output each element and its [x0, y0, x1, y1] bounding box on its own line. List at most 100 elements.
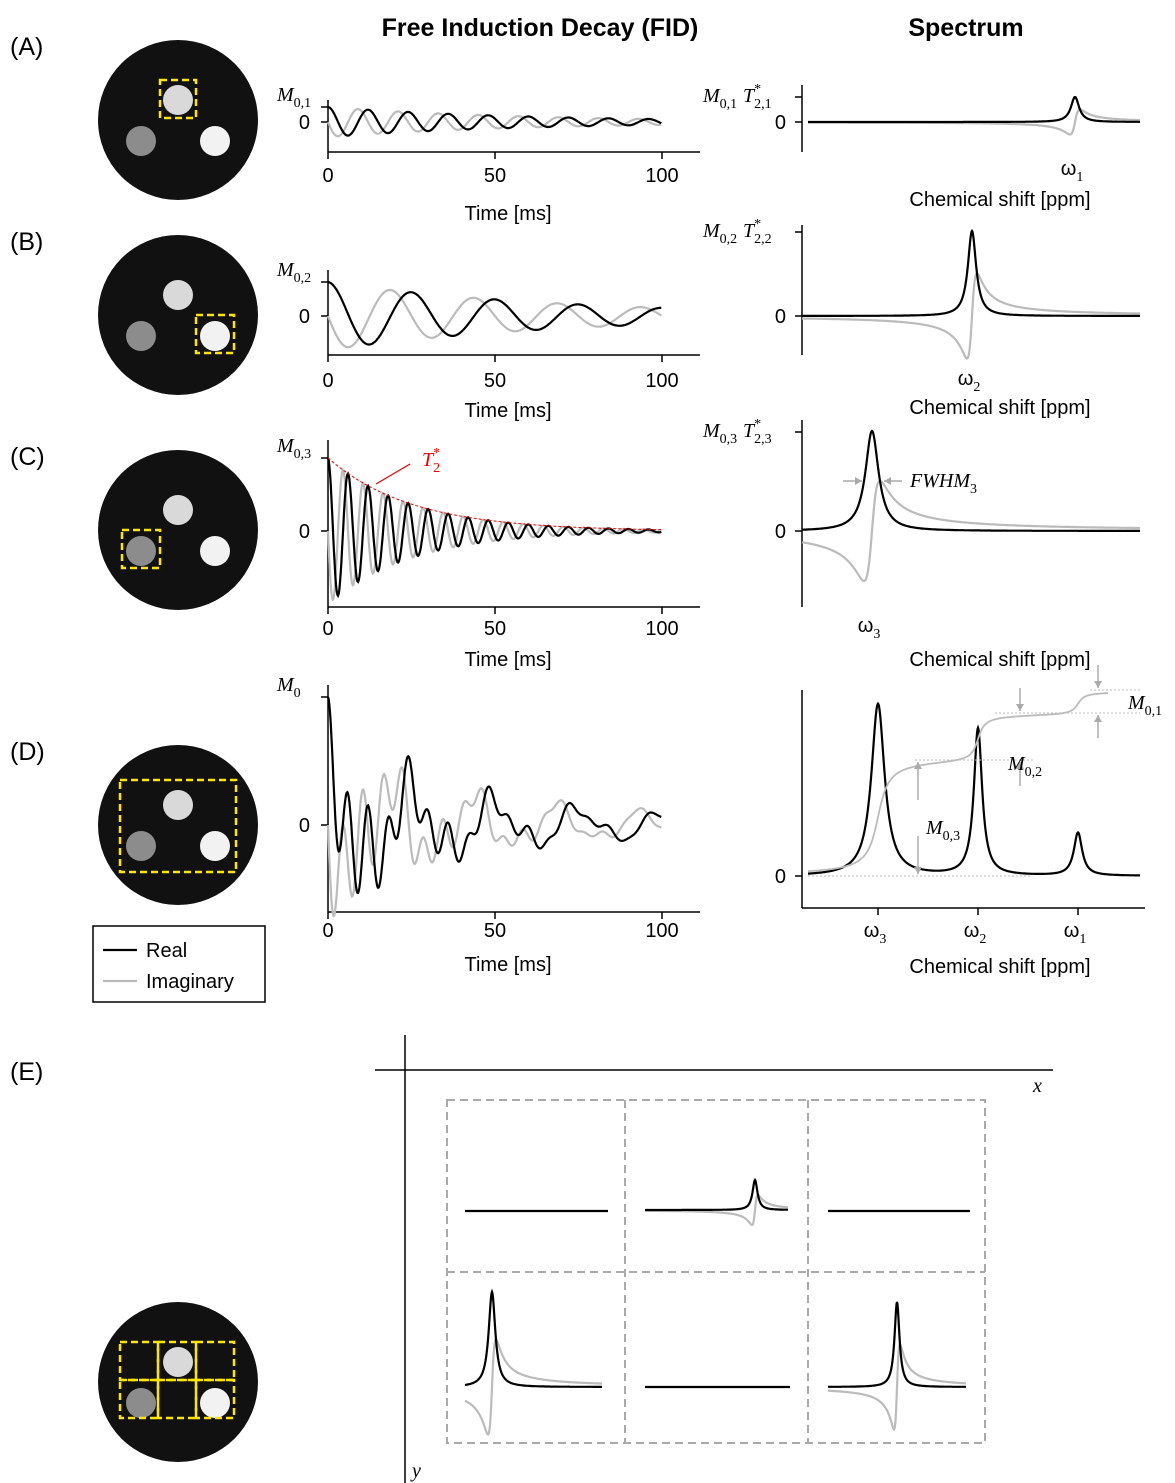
x-tick-label: 50 [484, 165, 506, 187]
voxel-spectrum-real [645, 1177, 789, 1212]
phantom-disc [163, 280, 193, 310]
label-sub: 0,3 [943, 829, 961, 844]
spectrum-imaginary [802, 272, 1140, 360]
voxel-spectrum-real [828, 1301, 966, 1388]
label-sub: 3 [879, 932, 886, 947]
label-main: M [276, 259, 295, 281]
peak-label: ω1 [1064, 920, 1087, 947]
y-tick-label: 0 [775, 521, 786, 543]
y-tick-label: 0 [775, 112, 786, 134]
label-sub: 2,1 [754, 97, 772, 112]
label-main: M [276, 84, 295, 106]
label-sub: 0,2 [720, 232, 738, 247]
phantom-disc [126, 126, 156, 156]
fid-imaginary [326, 766, 662, 918]
spectrum-real [808, 701, 1140, 877]
label-sup: * [754, 417, 761, 432]
legend-entry: Real [146, 940, 187, 962]
integral-curve [808, 692, 1108, 873]
decay-envelope [327, 457, 663, 531]
label-main: ω [1061, 158, 1077, 180]
label-main: FWHM [909, 470, 971, 492]
x-tick-label: 50 [484, 920, 506, 942]
x-axis-label: Time [ms] [464, 400, 551, 422]
y-tick-label: 0 [775, 306, 786, 328]
label-main: T [743, 420, 756, 442]
spectrum-title: Spectrum [908, 14, 1023, 42]
legend-entry: Imaginary [146, 971, 234, 993]
label-main: M [276, 674, 295, 696]
panel-label: (D) [10, 738, 45, 766]
spectrum-imaginary [801, 479, 1140, 583]
y-tick-label: 0 [299, 815, 310, 837]
spectrum-y-label: M0,2 [702, 220, 737, 247]
spectrum-y-label: M0,1 [702, 85, 737, 112]
phantom-disc [200, 126, 230, 156]
label-sub: 2,2 [754, 232, 772, 247]
x-axis-label: Time [ms] [464, 649, 551, 671]
label-sub: 0,3 [294, 447, 312, 462]
phantom [98, 745, 258, 905]
peak-label: ω3 [858, 615, 881, 642]
label-sub: 0 [294, 686, 301, 701]
panel-label: (E) [10, 1058, 43, 1086]
fid-y-label: M0,3 [276, 435, 311, 462]
spectrum-y-label: T* 2,2 [743, 217, 772, 247]
arrow-head [1094, 681, 1102, 688]
arrow-head [884, 477, 891, 485]
x-tick-label: 100 [645, 618, 678, 640]
label-sub: 0,3 [720, 432, 738, 447]
label-main: M [276, 435, 295, 457]
phantom-disc [200, 831, 230, 861]
arrow-head [1016, 704, 1024, 711]
phantom [98, 450, 258, 610]
spectrum-real [808, 95, 1140, 124]
label-sub: 0,1 [720, 97, 738, 112]
spectrum-real [802, 429, 1140, 532]
m02-label: M0,2 [1007, 753, 1042, 780]
axis-label: x [1032, 1075, 1042, 1097]
voxel-box [118, 778, 238, 874]
y-tick-label: 0 [775, 866, 786, 888]
fid-y-label: M0,2 [276, 259, 311, 286]
label-sup: * [754, 217, 761, 232]
fid-title: Free Induction Decay (FID) [382, 14, 699, 42]
x-axis-label: Time [ms] [464, 954, 551, 976]
panel-label: (C) [10, 443, 45, 471]
fid-real [326, 696, 662, 895]
voxel-box [194, 1340, 236, 1382]
label-sup: * [754, 82, 761, 97]
phantom [98, 235, 258, 395]
voxel-box [194, 313, 236, 355]
panel-label: (B) [10, 228, 43, 256]
label-main: M [1127, 692, 1146, 714]
voxel-box [120, 528, 162, 570]
arrow-head [1094, 715, 1102, 722]
x-tick-label: 100 [645, 920, 678, 942]
fid-real [327, 280, 662, 346]
arrow-head [914, 867, 922, 874]
peak-label: ω2 [964, 920, 987, 947]
fwhm-label: FWHM3 [909, 470, 977, 497]
label-sub: 0,1 [1145, 704, 1163, 719]
fid-real [326, 457, 662, 599]
spectrum-y-label: M0,3 [702, 420, 737, 447]
voxel-box [158, 78, 198, 120]
label-sub: 0,1 [294, 96, 312, 111]
spectrum-y-label: T* 2,1 [743, 82, 772, 112]
x-axis-label: Time [ms] [464, 203, 551, 225]
peak-label: ω1 [1061, 158, 1084, 185]
x-tick-label: 0 [322, 165, 333, 187]
phantom-disc [200, 536, 230, 566]
x-tick-label: 0 [322, 618, 333, 640]
x-axis-label: Chemical shift [ppm] [909, 956, 1090, 978]
spectrum-y-label: T* 2,3 [743, 417, 772, 447]
label-main: M [1007, 753, 1026, 775]
x-axis-label: Chemical shift [ppm] [909, 189, 1090, 211]
legend-box [92, 925, 266, 1003]
fid-y-label: M0 [276, 674, 301, 701]
t2-label: T* 2 [422, 446, 440, 476]
label-sub: 1 [1076, 170, 1083, 185]
axis-label: y [410, 1460, 421, 1482]
label-main: ω [864, 920, 880, 942]
